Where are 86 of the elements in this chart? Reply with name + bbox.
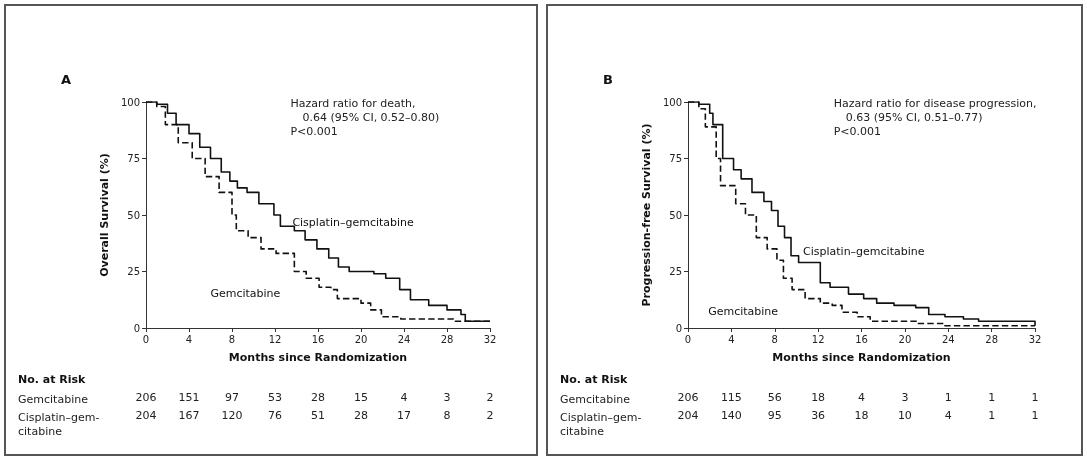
text: 1 <box>1031 409 1039 422</box>
text: 3 <box>443 391 451 404</box>
y-axis-title: Overall Survival (%) <box>98 153 112 277</box>
y-tick-label: 25 <box>127 266 140 277</box>
x-tick-label: 12 <box>268 333 282 345</box>
text: 206 <box>135 391 157 404</box>
text: 51 <box>311 409 325 422</box>
text: 2 <box>486 391 494 404</box>
x-tick-label: 0 <box>142 333 150 345</box>
y-tick-label: 0 <box>675 322 682 334</box>
text: Gemcitabine <box>560 392 631 406</box>
y-tick-label: 100 <box>120 96 140 108</box>
series-label: Gemcitabine <box>708 305 779 319</box>
annotation: Hazard ratio for disease progression, <box>833 97 1037 110</box>
text: 36 <box>811 409 826 422</box>
text: 15 <box>354 391 368 404</box>
text: 167 <box>178 409 200 422</box>
text: 1 <box>988 409 996 422</box>
annotation: P<0.001 <box>833 125 882 138</box>
chart-title: A <box>61 72 72 87</box>
x-tick-label: 20 <box>354 333 368 345</box>
text: 140 <box>720 409 742 422</box>
x-tick-label: 8 <box>771 333 778 345</box>
x-tick-label: 20 <box>898 333 912 345</box>
text: 8 <box>443 409 451 422</box>
series-label: Cisplatin–gemcitabine <box>292 215 415 229</box>
y-tick-label: 50 <box>669 209 682 221</box>
text: Cisplatin–gem- citabine <box>560 410 642 438</box>
text: 4 <box>858 391 865 404</box>
text: 3 <box>901 391 909 404</box>
x-tick-label: 8 <box>228 333 236 345</box>
annotation: 0.64 (95% CI, 0.52–0.80) <box>302 111 440 124</box>
x-axis-title: Months since Randomization <box>228 351 408 364</box>
x-tick-label: 24 <box>397 333 411 345</box>
text: 204 <box>677 409 699 422</box>
x-tick-label: 16 <box>855 333 868 345</box>
text: No. at Risk <box>560 373 629 386</box>
y-tick-label: 0 <box>133 322 140 334</box>
text: 28 <box>354 409 368 422</box>
text: 28 <box>311 391 325 404</box>
text: 10 <box>897 409 912 422</box>
text: 4 <box>400 391 408 404</box>
x-tick-label: 32 <box>1028 333 1042 345</box>
text: 4 <box>944 409 952 422</box>
y-tick-label: 75 <box>669 153 682 164</box>
x-tick-label: 28 <box>440 333 454 345</box>
text: 18 <box>854 409 869 422</box>
x-tick-label: 12 <box>811 333 825 345</box>
text: 76 <box>268 409 282 422</box>
series-label: Gemcitabine <box>210 287 281 300</box>
x-tick-label: 16 <box>311 333 325 345</box>
text: No. at Risk <box>18 373 87 386</box>
text: 56 <box>767 391 782 404</box>
annotation: Hazard ratio for death, <box>290 97 416 110</box>
text: 17 <box>397 409 411 422</box>
text: 1 <box>1031 391 1039 404</box>
x-tick-label: 4 <box>185 333 193 345</box>
y-axis-title: Progression-free Survival (%) <box>640 123 654 307</box>
text: 151 <box>178 391 200 404</box>
x-tick-label: 28 <box>985 333 998 345</box>
annotation: 0.63 (95% CI, 0.51–0.77) <box>845 111 983 124</box>
series-label: Cisplatin–gemcitabine <box>803 245 925 259</box>
x-tick-label: 0 <box>684 333 692 345</box>
y-tick-label: 100 <box>662 96 682 108</box>
text: Gemcitabine <box>18 392 89 406</box>
y-tick-label: 75 <box>127 153 140 164</box>
text: 1 <box>988 391 996 404</box>
x-tick-label: 4 <box>728 333 735 345</box>
text: 206 <box>677 391 699 404</box>
text: 115 <box>720 391 742 404</box>
text: 18 <box>811 391 826 404</box>
chart-title: B <box>603 72 613 87</box>
annotation: P<0.001 <box>290 125 338 138</box>
text: 120 <box>221 409 243 422</box>
x-tick-label: 32 <box>483 333 497 345</box>
y-tick-label: 50 <box>127 209 140 221</box>
text: 1 <box>944 391 952 404</box>
text: Cisplatin–gem- citabine <box>18 410 100 438</box>
text: 53 <box>268 391 282 404</box>
text: 95 <box>767 409 782 422</box>
text: 2 <box>486 409 494 422</box>
x-tick-label: 24 <box>941 333 955 345</box>
text: 97 <box>225 391 239 404</box>
y-tick-label: 25 <box>669 266 682 277</box>
x-axis-title: Months since Randomization <box>772 351 951 364</box>
text: 204 <box>135 409 157 422</box>
